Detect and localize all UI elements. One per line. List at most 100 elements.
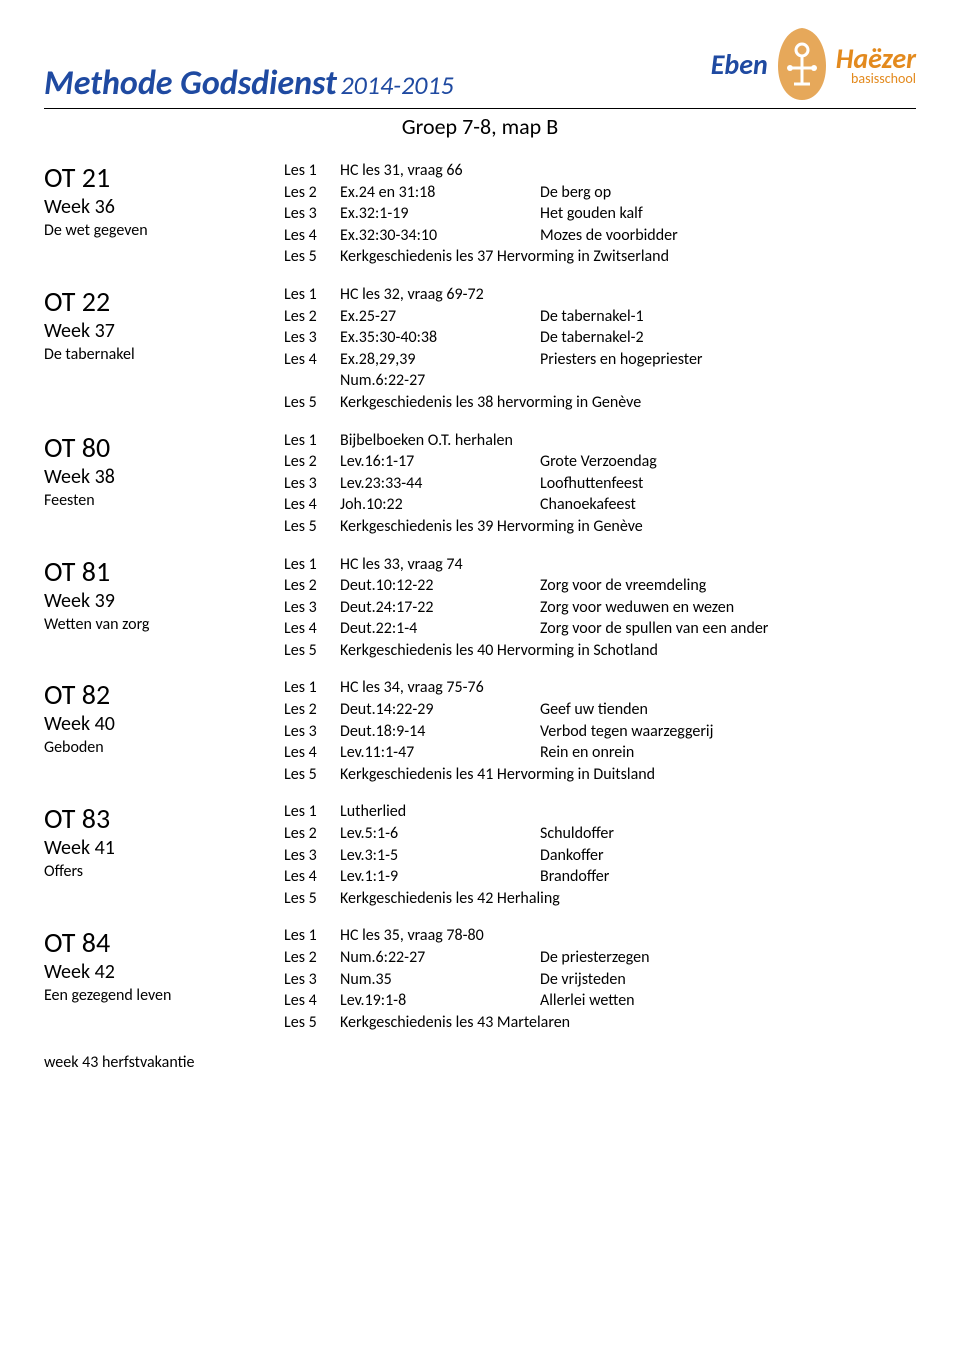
lesson-number: Les 1 (284, 160, 340, 182)
lesson-row: Les 3Ex.32:1-19Het gouden kalf (284, 203, 916, 225)
lesson-text: HC les 32, vraag 69-72 (340, 284, 916, 306)
lesson-row: Les 1HC les 31, vraag 66 (284, 160, 916, 182)
unit-heading: OT 81Week 39 Wetten van zorg (44, 554, 274, 678)
unit-heading: OT 80Week 38Feesten (44, 430, 274, 554)
lesson-number: Les 1 (284, 925, 340, 947)
lesson-number: Les 1 (284, 677, 340, 699)
lesson-row: Les 5Kerkgeschiedenis les 38 hervorming … (284, 392, 916, 414)
lesson-row: Les 5Kerkgeschiedenis les 39 Hervorming … (284, 516, 916, 538)
lesson-number: Les 4 (284, 225, 340, 247)
lesson-desc: De tabernakel-1 (540, 306, 916, 328)
lesson-row: Les 1HC les 35, vraag 78-80 (284, 925, 916, 947)
lesson-number: Les 3 (284, 327, 340, 349)
lesson-desc: Loofhuttenfeest (540, 473, 916, 495)
lesson-text: Kerkgeschiedenis les 38 hervorming in Ge… (340, 392, 916, 414)
lesson-ref: Ex.32:1-19 (340, 203, 540, 225)
lesson-number: Les 4 (284, 990, 340, 1012)
lesson-desc: Verbod tegen waarzeggerij (540, 721, 916, 743)
lesson-number: Les 5 (284, 640, 340, 662)
header-rule (44, 108, 916, 109)
lesson-ref: Ex.32:30-34:10 (340, 225, 540, 247)
lesson-desc: Allerlei wetten (540, 990, 916, 1012)
lesson-number: Les 2 (284, 699, 340, 721)
unit-code: OT 84 (44, 925, 274, 960)
lesson-text: HC les 35, vraag 78-80 (340, 925, 916, 947)
lesson-desc: De berg op (540, 182, 916, 204)
lesson-row: Les 3Deut.24:17-22Zorg voor weduwen en w… (284, 597, 916, 619)
lesson-number: Les 1 (284, 554, 340, 576)
lesson-desc: Schuldoffer (540, 823, 916, 845)
lesson-number: Les 4 (284, 742, 340, 764)
lesson-text: Bijbelboeken O.T. herhalen (340, 430, 916, 452)
lesson-desc: Dankoffer (540, 845, 916, 867)
lesson-row: Les 5Kerkgeschiedenis les 42 Herhaling (284, 888, 916, 910)
content-grid: OT 21Week 36De wet gegevenLes 1HC les 31… (44, 160, 916, 1049)
lesson-row: Les 2Ex.24 en 31:18De berg op (284, 182, 916, 204)
lesson-row: Les 4Lev.11:1-47Rein en onrein (284, 742, 916, 764)
doc-year: 2014-2015 (340, 69, 453, 101)
unit-code: OT 82 (44, 677, 274, 712)
lesson-row: Les 2Lev.5:1-6Schuldoffer (284, 823, 916, 845)
lesson-desc: Rein en onrein (540, 742, 916, 764)
lesson-text: Kerkgeschiedenis les 37 Hervorming in Zw… (340, 246, 916, 268)
lesson-number: Les 3 (284, 721, 340, 743)
lesson-desc: De vrijsteden (540, 969, 916, 991)
lesson-number: Les 5 (284, 1012, 340, 1034)
lesson-text: Kerkgeschiedenis les 39 Hervorming in Ge… (340, 516, 916, 538)
unit-lessons: Les 1HC les 32, vraag 69-72Les 2Ex.25-27… (284, 284, 916, 430)
unit-theme: De tabernakel (44, 345, 274, 364)
footer-note: week 43 herfstvakantie (44, 1053, 916, 1072)
unit-lessons: Les 1HC les 33, vraag 74Les 2Deut.10:12-… (284, 554, 916, 678)
lesson-ref: Ex.35:30-40:38 (340, 327, 540, 349)
lesson-text: Kerkgeschiedenis les 40 Hervorming in Sc… (340, 640, 916, 662)
lesson-ref: Deut.22:1-4 (340, 618, 540, 640)
lesson-desc: Geef uw tienden (540, 699, 916, 721)
unit-code: OT 83 (44, 801, 274, 836)
unit-theme: De wet gegeven (44, 221, 274, 240)
lesson-ref: Num.6:22-27 (340, 947, 540, 969)
lesson-number: Les 1 (284, 430, 340, 452)
lesson-ref: Deut.10:12-22 (340, 575, 540, 597)
lesson-row: Les 4Deut.22:1-4Zorg voor de spullen van… (284, 618, 916, 640)
doc-title: Methode Godsdienst (44, 63, 337, 104)
lesson-desc: Zorg voor weduwen en wezen (540, 597, 916, 619)
lesson-row: Num.6:22-27 (284, 370, 916, 392)
lesson-ref: Lev.11:1-47 (340, 742, 540, 764)
lesson-desc: De priesterzegen (540, 947, 916, 969)
lesson-row: Les 5Kerkgeschiedenis les 40 Hervorming … (284, 640, 916, 662)
lesson-ref: Ex.25-27 (340, 306, 540, 328)
lesson-row: Les 2Deut.10:12-22Zorg voor de vreemdeli… (284, 575, 916, 597)
unit-theme: Wetten van zorg (44, 615, 274, 634)
unit-theme: Geboden (44, 738, 274, 757)
lesson-row: Les 3Ex.35:30-40:38De tabernakel-2 (284, 327, 916, 349)
lesson-ref: Lev.3:1-5 (340, 845, 540, 867)
lesson-text: Kerkgeschiedenis les 43 Martelaren (340, 1012, 916, 1034)
lesson-row: Les 1Bijbelboeken O.T. herhalen (284, 430, 916, 452)
lesson-number: Les 5 (284, 764, 340, 786)
unit-lessons: Les 1Bijbelboeken O.T. herhalenLes 2Lev.… (284, 430, 916, 554)
lesson-number: Les 4 (284, 866, 340, 888)
lesson-row: Les 5Kerkgeschiedenis les 37 Hervorming … (284, 246, 916, 268)
lesson-text: HC les 31, vraag 66 (340, 160, 916, 182)
lesson-row: Les 2Num.6:22-27De priesterzegen (284, 947, 916, 969)
lesson-ref: Lev.23:33-44 (340, 473, 540, 495)
unit-week: Week 39 (44, 589, 274, 613)
lesson-row: Les 1HC les 32, vraag 69-72 (284, 284, 916, 306)
lesson-desc: Priesters en hogepriester (540, 349, 916, 371)
doc-header: Methode Godsdienst 2014-2015 Eben Haëzer… (44, 24, 916, 104)
lesson-row: Les 1HC les 33, vraag 74 (284, 554, 916, 576)
unit-heading: OT 82Week 40Geboden (44, 677, 274, 801)
lesson-row: Les 2Lev.16:1-17Grote Verzoendag (284, 451, 916, 473)
lesson-desc: Brandoffer (540, 866, 916, 888)
lesson-row: Les 1HC les 34, vraag 75-76 (284, 677, 916, 699)
lesson-row: Les 3Num.35De vrijsteden (284, 969, 916, 991)
lesson-desc: Mozes de voorbidder (540, 225, 916, 247)
lesson-desc: Zorg voor de vreemdeling (540, 575, 916, 597)
unit-lessons: Les 1HC les 31, vraag 66Les 2Ex.24 en 31… (284, 160, 916, 284)
lesson-number: Les 5 (284, 246, 340, 268)
lesson-number: Les 1 (284, 284, 340, 306)
unit-week: Week 41 (44, 836, 274, 860)
lesson-number: Les 5 (284, 516, 340, 538)
unit-code: OT 22 (44, 284, 274, 319)
unit-code: OT 81 (44, 554, 274, 589)
